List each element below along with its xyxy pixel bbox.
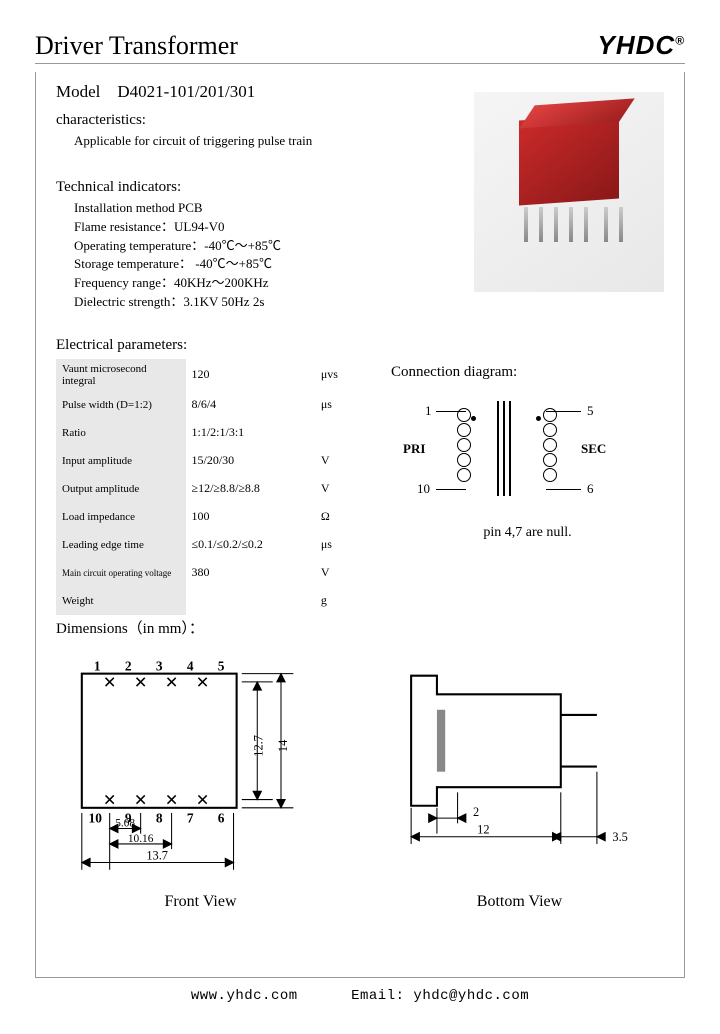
dimensions-heading: Dimensions（in mm）：: [56, 617, 664, 638]
svg-text:6: 6: [218, 810, 225, 825]
svg-text:2: 2: [473, 805, 479, 819]
svg-text:3.5: 3.5: [612, 830, 627, 844]
page-header: Driver Transformer YHDC®: [35, 30, 685, 64]
table-row: Ratio1:1/2:1/3:1: [56, 419, 366, 447]
svg-text:2: 2: [125, 658, 132, 673]
svg-text:3: 3: [156, 658, 163, 673]
svg-text:7: 7: [187, 810, 194, 825]
front-view: 12345 109876: [56, 653, 345, 911]
bottom-view: 2 12 3.5 Bottom View: [375, 653, 664, 911]
table-row: Input amplitude15/20/30V: [56, 447, 366, 475]
electrical-table: Vaunt microsecond integral120μvs Pulse w…: [56, 359, 366, 615]
table-row: Pulse width (D=1:2)8/6/4μs: [56, 391, 366, 419]
table-row: Main circuit operating voltage380V: [56, 559, 366, 587]
svg-text:10.16: 10.16: [128, 833, 154, 845]
svg-text:5.08: 5.08: [115, 817, 135, 829]
content-frame: Model D4021-101/201/301 characteristics:…: [35, 72, 685, 978]
svg-text:12.7: 12.7: [251, 735, 265, 757]
page-title: Driver Transformer: [35, 31, 238, 61]
product-image: [474, 92, 664, 292]
svg-text:4: 4: [187, 658, 194, 673]
model-line: Model D4021-101/201/301: [56, 82, 454, 102]
connection-diagram: Connection diagram: 1 10 5 6 PRI SEC: [391, 359, 664, 615]
brand-logo: YHDC®: [597, 30, 685, 61]
characteristics-text: Applicable for circuit of triggering pul…: [74, 132, 454, 151]
svg-text:5: 5: [218, 658, 225, 673]
table-row: Weightg: [56, 587, 366, 615]
table-row: Load impedance100Ω: [56, 503, 366, 531]
connection-note: pin 4,7 are null.: [391, 525, 664, 541]
table-row: Output amplitude≥12/≥8.8/≥8.8V: [56, 475, 366, 503]
svg-text:8: 8: [156, 810, 163, 825]
svg-text:12: 12: [477, 823, 489, 837]
page-footer: www.yhdc.com Email: yhdc@yhdc.com: [35, 978, 685, 1014]
svg-text:10: 10: [89, 810, 103, 825]
table-row: Leading edge time≤0.1/≤0.2/≤0.2μs: [56, 531, 366, 559]
svg-text:14: 14: [276, 740, 290, 752]
table-row: Vaunt microsecond integral120μvs: [56, 359, 366, 391]
svg-text:1: 1: [94, 658, 101, 673]
svg-text:13.7: 13.7: [146, 848, 168, 862]
characteristics-heading: characteristics:: [56, 112, 454, 129]
technical-list: Installation method PCB Flame resistance…: [74, 199, 454, 312]
technical-heading: Technical indicators:: [56, 179, 454, 196]
electrical-heading: Electrical parameters:: [56, 337, 664, 354]
